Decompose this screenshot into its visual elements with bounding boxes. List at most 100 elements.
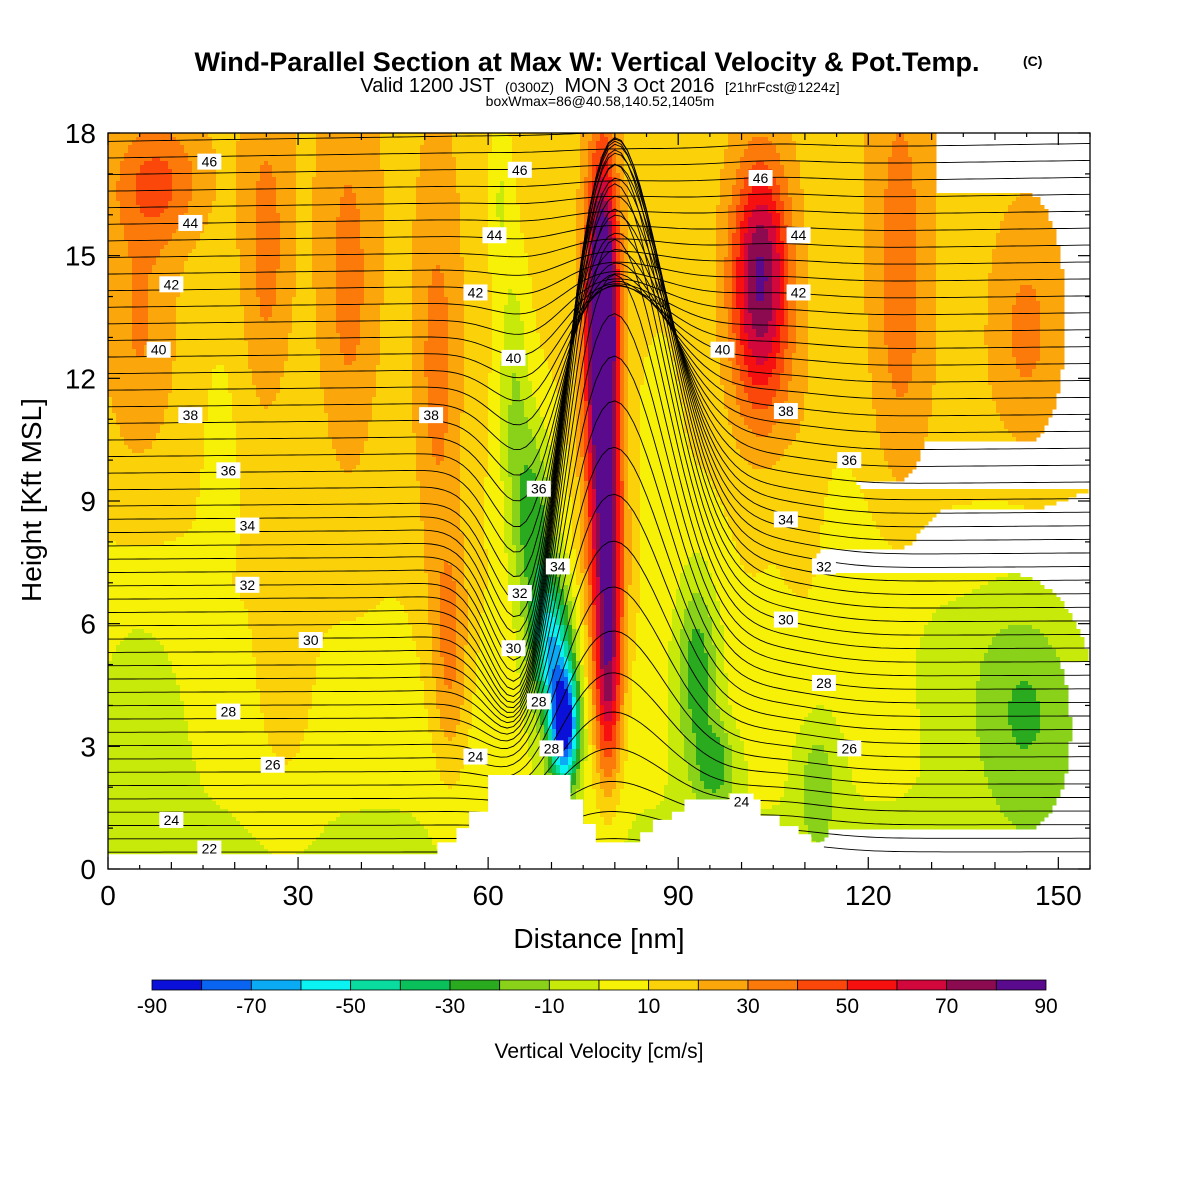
velocity-cell	[868, 505, 953, 510]
velocity-cell	[428, 621, 441, 626]
velocity-cell	[788, 265, 797, 270]
velocity-cell	[776, 201, 785, 206]
velocity-cell	[628, 253, 717, 258]
velocity-cell	[196, 245, 237, 250]
velocity-cell	[720, 201, 733, 206]
velocity-cell	[756, 329, 769, 334]
velocity-cell	[516, 557, 525, 562]
velocity-cell	[728, 309, 733, 314]
velocity-cell	[576, 629, 581, 634]
velocity-cell	[336, 305, 361, 310]
velocity-cell	[592, 293, 613, 298]
velocity-cell	[592, 441, 613, 446]
velocity-cell	[616, 581, 621, 586]
velocity-cell	[620, 265, 625, 270]
velocity-cell	[780, 385, 789, 390]
velocity-cell	[448, 321, 465, 326]
velocity-cell	[620, 641, 625, 646]
velocity-cell	[512, 613, 521, 618]
velocity-cell	[616, 201, 621, 206]
velocity-cell	[616, 561, 621, 566]
velocity-cell	[580, 621, 585, 626]
velocity-cell	[240, 269, 257, 274]
velocity-cell	[428, 293, 445, 298]
velocity-cell	[732, 249, 741, 254]
velocity-cell	[776, 229, 781, 234]
velocity-cell	[576, 349, 581, 354]
velocity-cell	[640, 505, 725, 510]
velocity-cell	[616, 513, 621, 518]
velocity-cell	[512, 145, 581, 150]
velocity-cell	[260, 173, 273, 178]
velocity-cell	[576, 329, 581, 334]
velocity-cell	[520, 505, 545, 510]
velocity-cell	[752, 377, 769, 382]
velocity-cell	[864, 185, 889, 190]
velocity-cell	[964, 593, 1057, 598]
velocity-cell	[728, 413, 741, 418]
velocity-cell	[256, 237, 281, 242]
velocity-cell	[568, 617, 573, 622]
velocity-cell	[616, 477, 621, 482]
velocity-cell	[464, 405, 489, 410]
velocity-cell	[732, 185, 745, 190]
velocity-cell	[600, 557, 613, 562]
velocity-cell	[728, 329, 733, 334]
velocity-cell	[604, 645, 613, 650]
velocity-cell	[772, 257, 781, 262]
velocity-cell	[484, 521, 505, 526]
velocity-cell	[160, 213, 185, 218]
velocity-cell	[612, 229, 617, 234]
velocity-cell	[504, 489, 513, 494]
velocity-cell	[268, 317, 293, 322]
velocity-cell	[412, 317, 429, 322]
velocity-cell	[208, 409, 233, 414]
velocity-cell	[1012, 305, 1041, 310]
velocity-cell	[620, 469, 625, 474]
velocity-cell	[592, 485, 597, 490]
velocity-cell	[600, 521, 613, 526]
velocity-cell	[1056, 649, 1089, 654]
velocity-cell	[120, 173, 137, 178]
velocity-cell	[996, 237, 1057, 242]
velocity-cell	[236, 161, 265, 166]
velocity-cell	[640, 437, 689, 442]
velocity-cell	[640, 605, 677, 610]
velocity-cell	[624, 541, 633, 546]
velocity-cell	[748, 341, 773, 346]
velocity-cell	[740, 369, 749, 374]
velocity-cell	[148, 313, 177, 318]
velocity-cell	[172, 169, 193, 174]
velocity-cell	[564, 601, 573, 606]
velocity-cell	[1016, 361, 1037, 366]
velocity-cell	[620, 349, 625, 354]
velocity-cell	[576, 597, 581, 602]
velocity-cell	[488, 429, 501, 434]
velocity-cell	[584, 505, 589, 510]
velocity-cell	[136, 189, 173, 194]
velocity-cell	[716, 297, 725, 302]
velocity-cell	[564, 613, 569, 618]
velocity-cell	[312, 229, 337, 234]
velocity-cell	[620, 393, 625, 398]
velocity-cell	[576, 433, 581, 438]
velocity-cell	[608, 169, 613, 174]
velocity-cell	[464, 369, 493, 374]
velocity-cell	[528, 425, 545, 430]
velocity-cell	[584, 645, 589, 650]
velocity-cell	[764, 361, 777, 366]
velocity-cell	[740, 313, 745, 318]
velocity-cell	[580, 185, 585, 190]
velocity-cell	[236, 457, 337, 462]
velocity-cell	[420, 165, 457, 170]
velocity-cell	[896, 393, 905, 398]
velocity-cell	[832, 469, 853, 474]
velocity-cell	[576, 621, 581, 626]
velocity-cell	[108, 369, 173, 374]
velocity-cell	[508, 413, 525, 418]
velocity-cell	[532, 633, 537, 638]
velocity-cell	[640, 469, 705, 474]
velocity-cell	[564, 589, 569, 594]
velocity-cell	[888, 345, 917, 350]
velocity-cell	[624, 273, 629, 278]
